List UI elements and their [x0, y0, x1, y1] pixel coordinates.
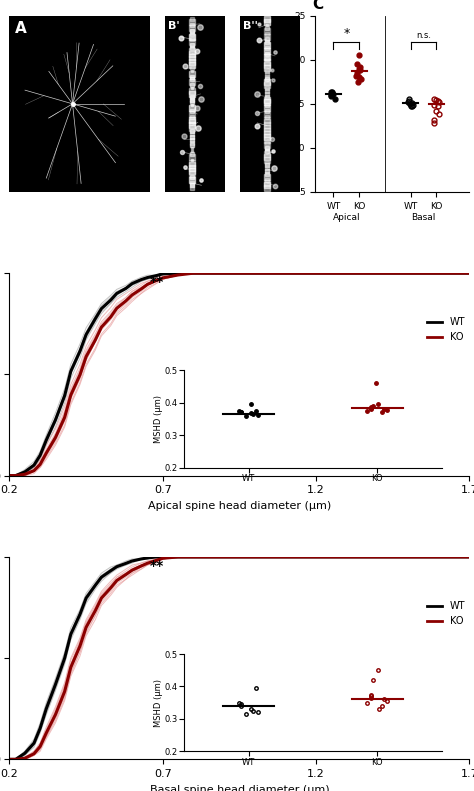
- Text: A: A: [15, 21, 27, 36]
- Text: Basal: Basal: [411, 213, 436, 222]
- Legend: WT, KO: WT, KO: [423, 597, 469, 630]
- Text: **: **: [149, 559, 164, 573]
- Text: n.s.: n.s.: [416, 31, 431, 40]
- Text: Apical: Apical: [333, 213, 360, 222]
- X-axis label: Apical spine head diameter (μm): Apical spine head diameter (μm): [148, 501, 331, 511]
- Text: C: C: [312, 0, 323, 13]
- Y-axis label: Protrusions/10μm: Protrusions/10μm: [283, 64, 292, 144]
- Text: *: *: [343, 27, 349, 40]
- Text: B'': B'': [243, 21, 258, 31]
- Text: **: **: [149, 275, 164, 290]
- Text: B': B': [168, 21, 180, 31]
- Legend: WT, KO: WT, KO: [423, 313, 469, 346]
- X-axis label: Basal spine head diameter (μm): Basal spine head diameter (μm): [150, 785, 329, 791]
